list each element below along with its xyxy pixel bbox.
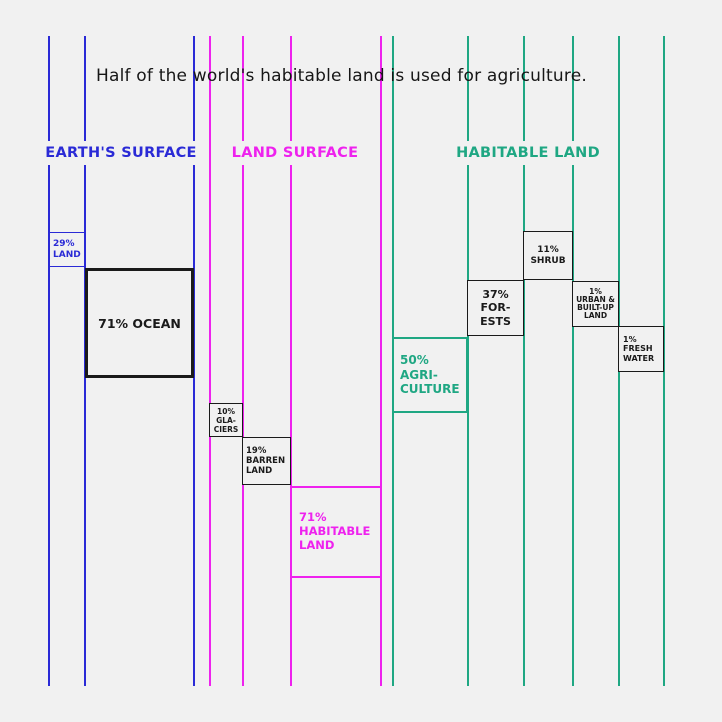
habitable-guide-line — [523, 36, 525, 686]
forests-box: 37% FOR- ESTS — [467, 280, 524, 336]
section-land-surface: LAND SURFACE — [230, 141, 360, 165]
land-guide-line — [290, 36, 292, 686]
page-title: Half of the world's habitable land is us… — [96, 66, 587, 86]
fresh-water-box: 1% FRESH WATER — [618, 326, 664, 372]
habitable-guide-line — [572, 36, 574, 686]
earth-guide-line — [48, 36, 50, 686]
section-earth-surface: EARTH'S SURFACE — [44, 141, 198, 165]
land-guide-line — [242, 36, 244, 686]
habitable-guide-line — [663, 36, 665, 686]
urban-box: 1% URBAN & BUILT-UP LAND — [572, 281, 619, 327]
agriculture-box: 50% AGRI- CULTURE — [392, 337, 468, 413]
habitable-land-box: 71% HABITABLE LAND — [290, 486, 382, 578]
glaciers-box: 10% GLA- CIERS — [209, 403, 243, 437]
land-guide-line — [209, 36, 211, 686]
shrub-box: 11% SHRUB — [523, 231, 573, 280]
land-guide-line — [380, 36, 382, 686]
land-box: 29% LAND — [49, 232, 85, 267]
earth-guide-line — [193, 36, 195, 686]
section-habitable-land: HABITABLE LAND — [452, 141, 604, 165]
ocean-box: 71% OCEAN — [85, 268, 194, 378]
habitable-guide-line — [467, 36, 469, 686]
barren-land-box: 19% BARREN LAND — [242, 437, 291, 485]
